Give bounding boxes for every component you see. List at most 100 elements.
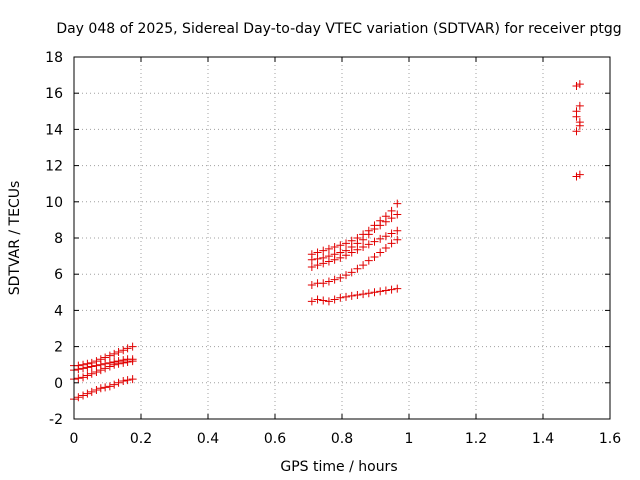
series-sat-k <box>572 170 584 181</box>
y-tick-label: -2 <box>49 412 63 428</box>
data-point-marker <box>92 367 101 376</box>
data-point-marker <box>307 281 316 290</box>
x-tick-labels: 0 0.2 0.4 0.6 0.8 1 1.2 1.4 1.6 <box>70 431 622 447</box>
data-point-marker <box>74 393 83 402</box>
data-point-marker <box>101 364 110 373</box>
data-point-marker <box>307 255 316 264</box>
data-point-marker <box>342 239 351 248</box>
data-point-marker <box>572 172 581 181</box>
x-tick-label: 1.4 <box>532 431 554 447</box>
data-point-marker <box>572 127 581 136</box>
y-tick-label: 6 <box>54 267 63 283</box>
data-point-marker <box>342 292 351 301</box>
data-point-marker <box>79 364 88 373</box>
data-point-marker <box>353 291 362 300</box>
y-tick-label: 16 <box>45 86 63 102</box>
data-point-marker <box>324 297 333 306</box>
data-point-marker <box>307 297 316 306</box>
data-point-marker <box>376 221 385 230</box>
y-axis-label: SDTVAR / TECUs <box>7 181 23 296</box>
data-point-marker <box>336 273 345 282</box>
data-point-marker <box>307 262 316 271</box>
data-point-marker <box>110 380 119 389</box>
data-point-marker <box>105 382 114 391</box>
data-point-marker <box>96 384 105 393</box>
series-sat-d <box>70 375 137 404</box>
y-tick-label: 12 <box>45 159 63 175</box>
data-point-marker <box>376 287 385 296</box>
data-point-marker <box>87 387 96 396</box>
data-point-marker <box>324 244 333 253</box>
data-point-marker <box>387 239 396 248</box>
data-point-marker <box>83 363 92 372</box>
series-sat-g <box>307 226 402 271</box>
data-point-marker <box>330 275 339 284</box>
series-sat-h <box>307 235 402 290</box>
data-point-marker <box>359 243 368 252</box>
data-point-marker <box>79 391 88 400</box>
data-point-marker <box>393 210 402 219</box>
data-point-marker <box>336 241 345 250</box>
data-point-marker <box>353 264 362 273</box>
data-point-marker <box>114 378 123 387</box>
y-tick-label: 8 <box>54 231 63 247</box>
data-point-marker <box>381 286 390 295</box>
x-tick-label: 0 <box>70 431 79 447</box>
data-point-marker <box>110 360 119 369</box>
data-point-marker <box>114 348 123 357</box>
data-point-marker <box>313 261 322 270</box>
data-point-marker <box>347 291 356 300</box>
data-point-marker <box>393 284 402 293</box>
series-sat-i <box>307 284 402 306</box>
data-point-marker <box>119 346 128 355</box>
y-tick-label: 14 <box>45 122 63 138</box>
data-point-marker <box>83 389 92 398</box>
data-point-marker <box>79 373 88 382</box>
data-point-marker <box>92 386 101 395</box>
data-point-marker <box>123 357 132 366</box>
data-point-marker <box>313 295 322 304</box>
data-point-marker <box>359 261 368 270</box>
data-point-marker <box>319 246 328 255</box>
data-point-marker <box>387 214 396 223</box>
x-tick-label: 0.8 <box>331 431 353 447</box>
data-point-marker <box>128 357 137 366</box>
data-point-marker <box>370 288 379 297</box>
data-point-marker <box>575 170 584 179</box>
data-point-marker <box>128 375 137 384</box>
series-sat-f <box>307 210 402 264</box>
data-point-marker <box>575 80 584 89</box>
data-point-marker <box>572 112 581 121</box>
data-point-marker <box>393 226 402 235</box>
data-point-marker <box>393 235 402 244</box>
data-point-marker <box>376 234 385 243</box>
x-tick-label: 0.2 <box>130 431 152 447</box>
data-point-marker <box>381 243 390 252</box>
data-point-marker <box>342 271 351 280</box>
x-axis-label: GPS time / hours <box>280 459 397 475</box>
data-point-marker <box>572 81 581 90</box>
data-point-marker <box>114 359 123 368</box>
data-point-marker <box>96 366 105 375</box>
data-point-marker <box>393 199 402 208</box>
x-tick-label: 0.6 <box>264 431 286 447</box>
data-point-marker <box>364 289 373 298</box>
data-point-marker <box>336 253 345 262</box>
data-point-marker <box>87 362 96 371</box>
data-point-marker <box>342 251 351 260</box>
y-tick-label: 4 <box>54 303 63 319</box>
data-point-marker <box>319 296 328 305</box>
data-point-marker <box>347 268 356 277</box>
data-point-marker <box>101 383 110 392</box>
data-point-marker <box>387 285 396 294</box>
data-point-marker <box>370 224 379 233</box>
data-point-marker <box>83 371 92 380</box>
data-point-marker <box>364 256 373 265</box>
data-point-marker <box>330 295 339 304</box>
data-point-marker <box>387 206 396 215</box>
series-sat-c <box>70 357 137 384</box>
data-point-marker <box>387 229 396 238</box>
y-tick-label: 10 <box>45 195 63 211</box>
data-point-marker <box>575 101 584 110</box>
